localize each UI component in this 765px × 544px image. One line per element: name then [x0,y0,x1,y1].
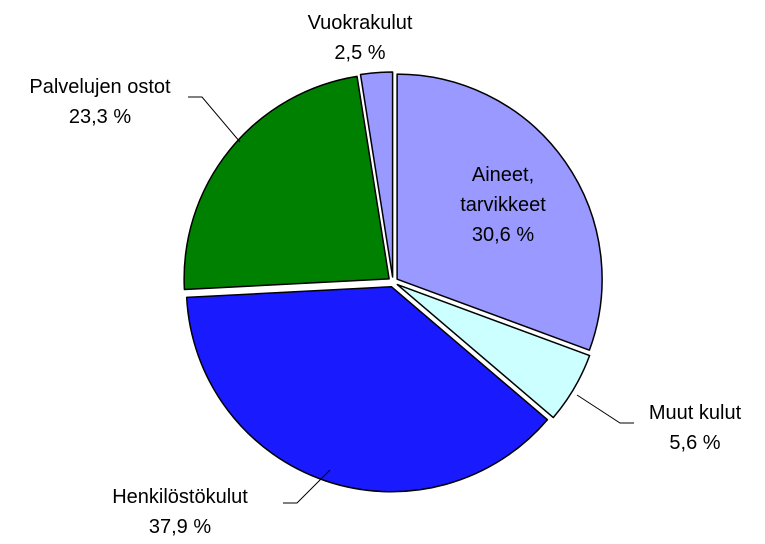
leader-line [188,96,241,143]
value-label: 30,6 % [471,224,535,246]
pie-slice [396,283,591,419]
leader-line [576,394,634,424]
category-label: Palvelujen ostot [29,76,171,98]
pie-slice [396,73,603,351]
category-label: Muut kulut [648,402,742,424]
pie-slice [185,285,549,493]
pie-slice [183,75,390,291]
slice-label: Muut kulut 5,6 % [649,398,741,458]
slice-label: Palvelujen ostot 23,3 % [29,72,170,132]
category-label: Vuokrakulut [307,12,413,34]
value-label: 37,9 % [148,516,212,538]
pie-slice [359,71,394,278]
category-label: Aineet, tarvikkeet [460,164,546,216]
slice-label: Henkilöstökulut 37,9 % [112,482,248,542]
leader-line [283,469,331,504]
slice-label: Vuokrakulut 2,5 % [308,8,413,68]
category-label: Henkilöstökulut [112,486,248,508]
value-label: 2,5 % [334,42,386,64]
value-label: 5,6 % [669,432,721,454]
slice-label: Aineet, tarvikkeet 30,6 % [438,160,568,250]
value-label: 23,3 % [68,106,132,128]
